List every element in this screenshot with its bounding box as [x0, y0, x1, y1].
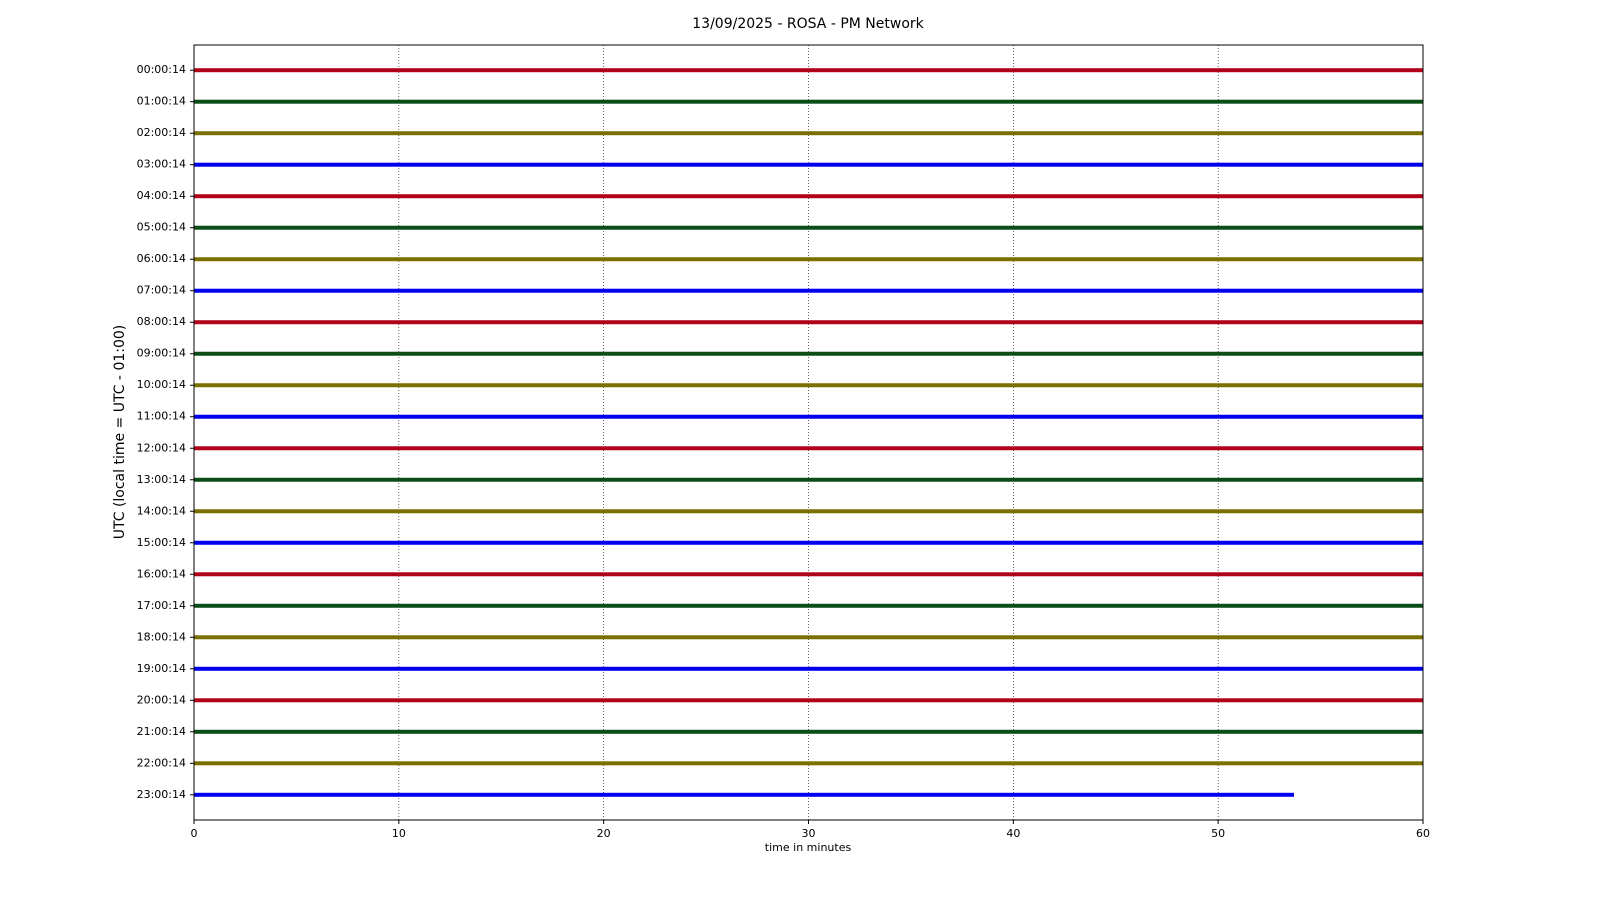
x-tick-label: 40: [1006, 827, 1020, 840]
trace: [194, 572, 1423, 577]
trace: [194, 792, 1294, 797]
trace: [194, 509, 1423, 514]
trace: [194, 225, 1423, 230]
trace: [194, 477, 1423, 482]
y-tick-label: 10:00:14: [137, 378, 186, 391]
y-tick-label: 01:00:14: [137, 95, 186, 108]
trace: [194, 383, 1423, 388]
y-tick-label: 09:00:14: [137, 347, 186, 360]
y-tick-label: 07:00:14: [137, 284, 186, 297]
y-tick-label: 15:00:14: [137, 536, 186, 549]
x-tick-label: 20: [597, 827, 611, 840]
y-axis-label: UTC (local time = UTC - 01:00): [112, 325, 128, 540]
y-tick-label: 12:00:14: [137, 441, 186, 454]
trace: [194, 257, 1423, 262]
x-tick-label: 30: [802, 827, 816, 840]
y-tick-label: 14:00:14: [137, 504, 186, 517]
y-tick-label: 13:00:14: [137, 473, 186, 486]
chart-title: 13/09/2025 - ROSA - PM Network: [692, 16, 924, 32]
y-tick-label: 03:00:14: [137, 158, 186, 171]
y-tick-label: 16:00:14: [137, 567, 186, 580]
trace: [194, 635, 1423, 640]
x-tick-label: 60: [1416, 827, 1430, 840]
y-tick-label: 04:00:14: [137, 189, 186, 202]
y-tick-label: 02:00:14: [137, 126, 186, 139]
x-axis-label: time in minutes: [765, 841, 852, 854]
trace: [194, 162, 1423, 167]
y-tick-label: 21:00:14: [137, 725, 186, 738]
y-tick-label: 05:00:14: [137, 221, 186, 234]
trace: [194, 603, 1423, 608]
trace: [194, 288, 1423, 293]
trace: [194, 761, 1423, 766]
plot-frame: [193, 44, 1424, 821]
trace: [194, 131, 1423, 136]
y-tick-label: 17:00:14: [137, 599, 186, 612]
y-tick-label: 22:00:14: [137, 756, 186, 769]
trace: [194, 99, 1423, 104]
trace: [194, 194, 1423, 199]
y-tick-label: 00:00:14: [137, 63, 186, 76]
y-tick-label: 06:00:14: [137, 252, 186, 265]
trace: [194, 446, 1423, 451]
trace: [194, 729, 1423, 734]
trace: [194, 666, 1423, 671]
trace: [194, 414, 1423, 419]
y-tick-label: 20:00:14: [137, 693, 186, 706]
x-tick-label: 10: [392, 827, 406, 840]
trace: [194, 351, 1423, 356]
x-tick-label: 0: [191, 827, 198, 840]
trace: [194, 320, 1423, 325]
y-tick-label: 18:00:14: [137, 630, 186, 643]
trace: [194, 540, 1423, 545]
y-tick-label: 08:00:14: [137, 315, 186, 328]
y-tick-label: 19:00:14: [137, 662, 186, 675]
trace: [194, 698, 1423, 703]
y-tick-label: 11:00:14: [137, 410, 186, 423]
trace: [194, 68, 1423, 73]
y-tick-label: 23:00:14: [137, 788, 186, 801]
x-tick-label: 50: [1211, 827, 1225, 840]
